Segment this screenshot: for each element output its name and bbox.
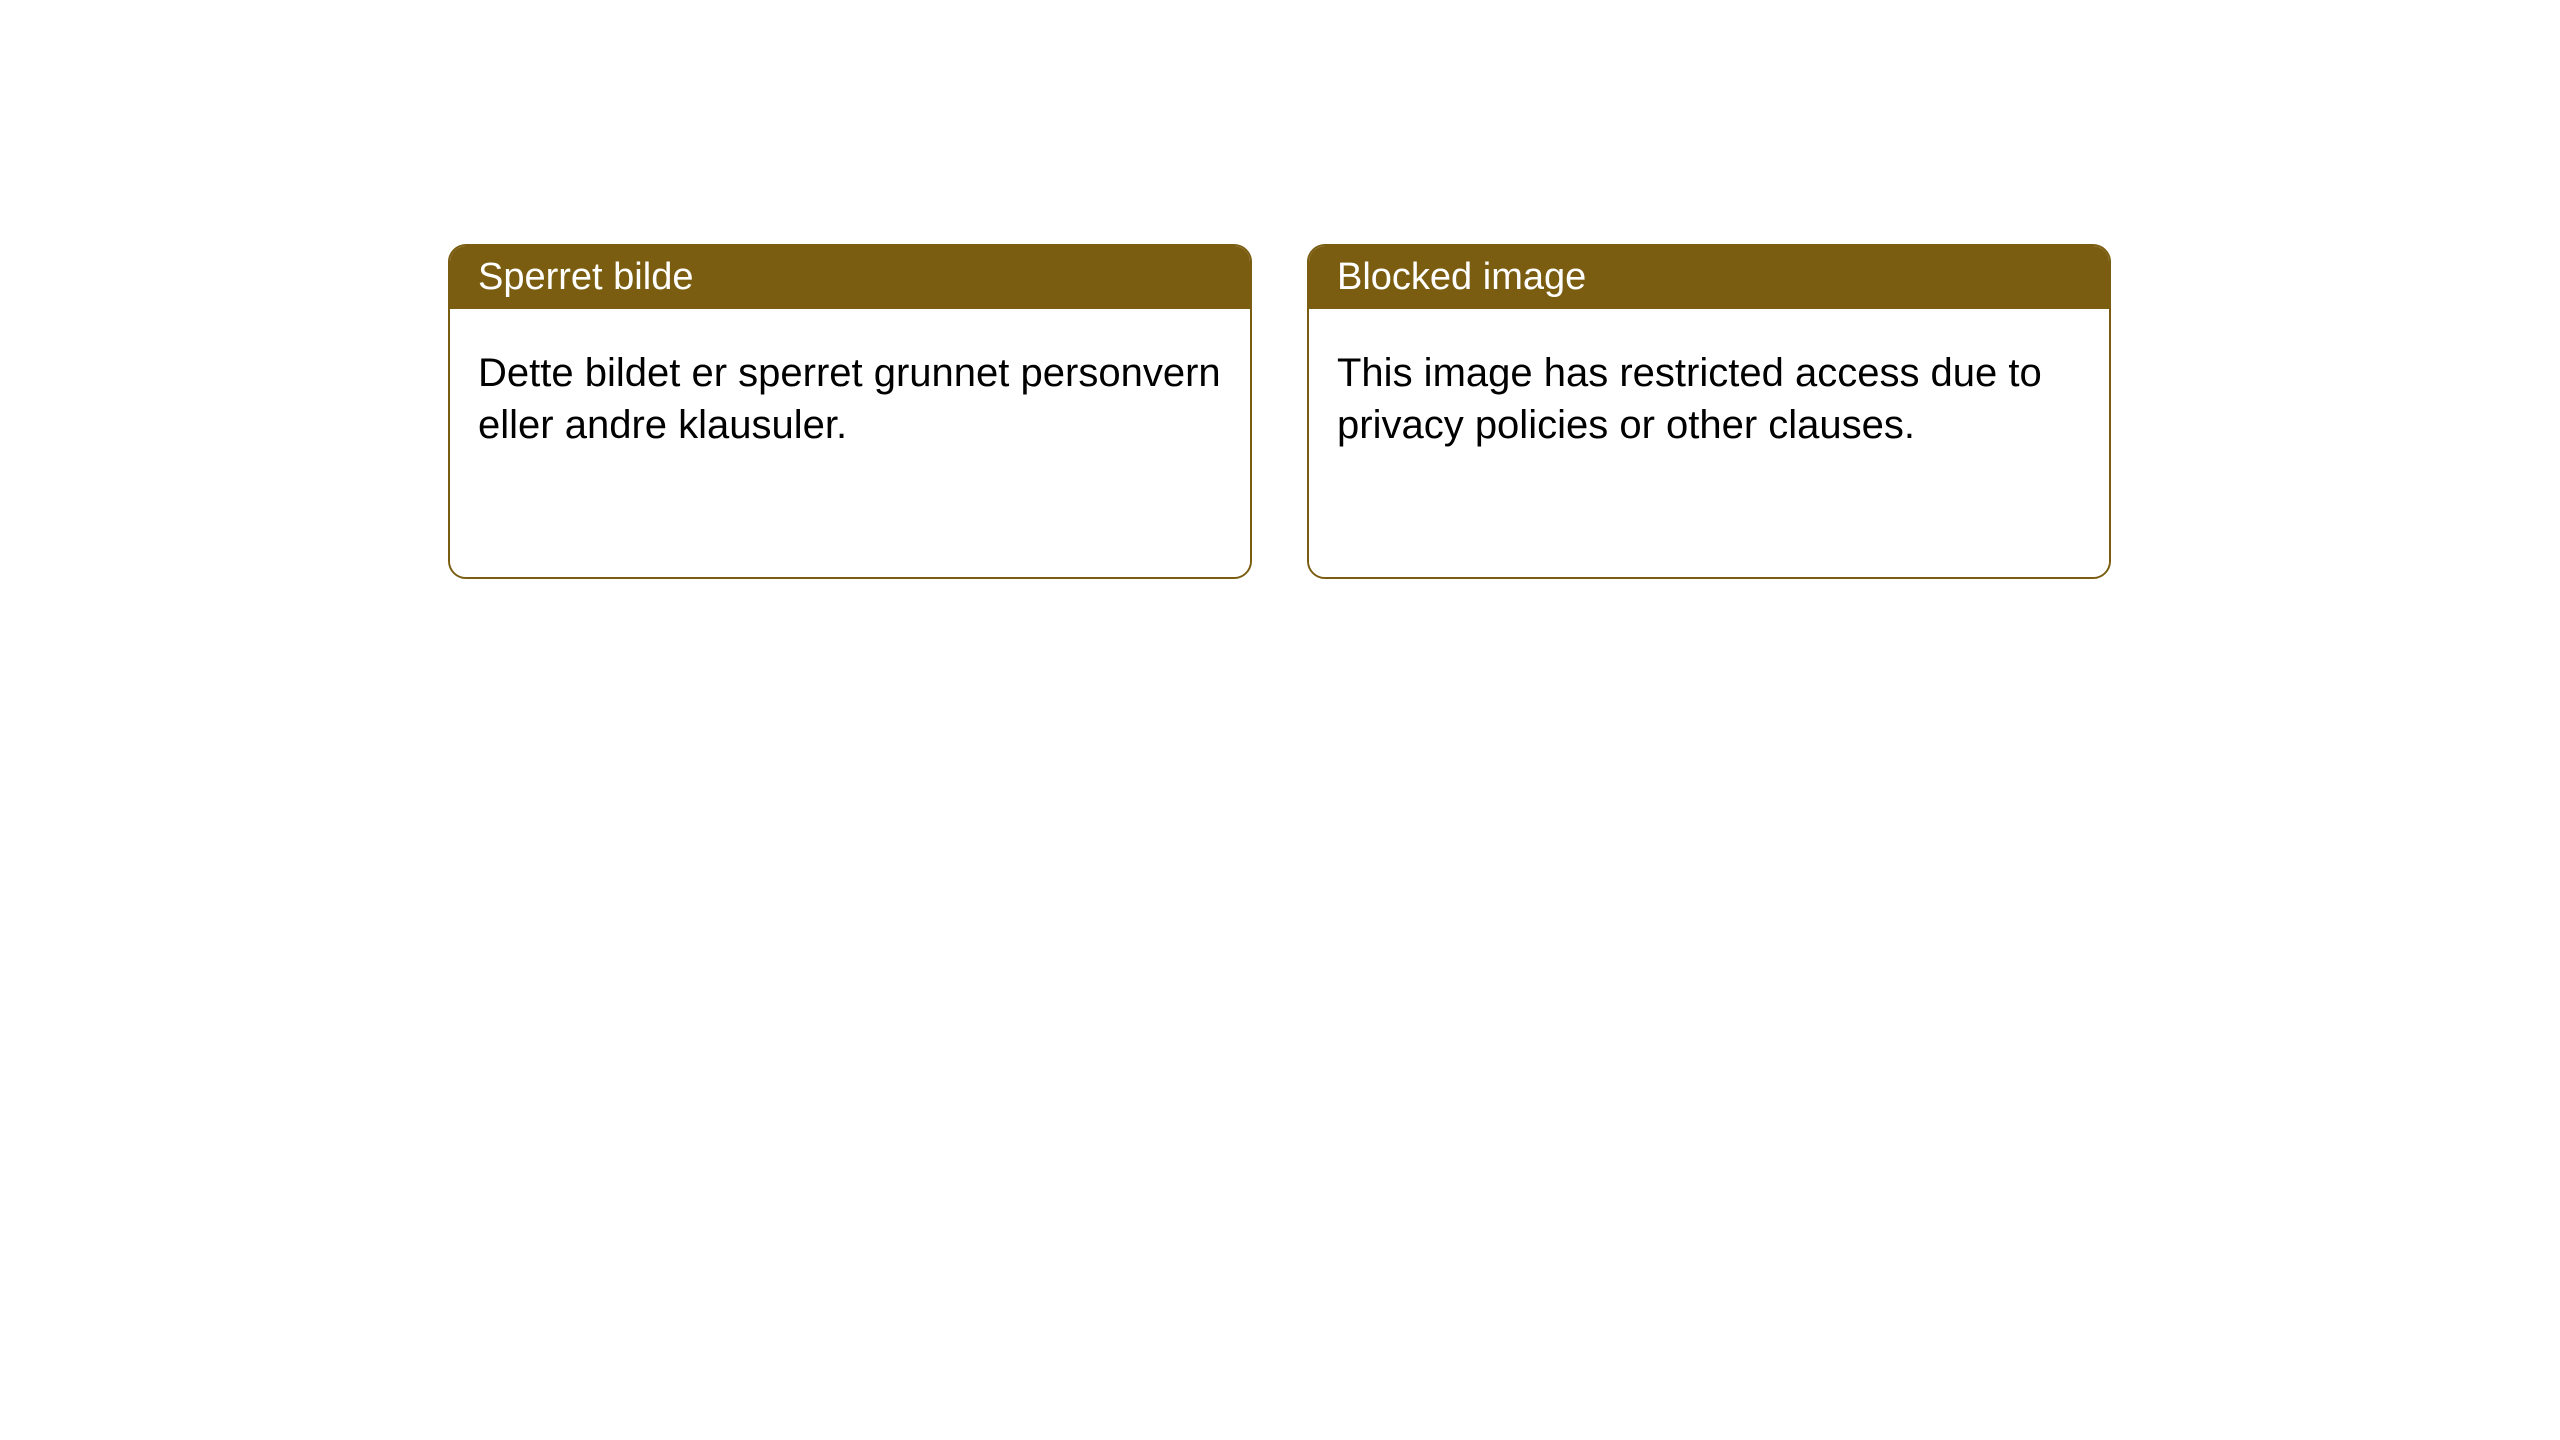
notice-card-norwegian: Sperret bilde Dette bildet er sperret gr…: [448, 244, 1252, 579]
notice-container: Sperret bilde Dette bildet er sperret gr…: [0, 0, 2560, 579]
notice-body: Dette bildet er sperret grunnet personve…: [450, 309, 1250, 577]
notice-body: This image has restricted access due to …: [1309, 309, 2109, 577]
notice-header: Blocked image: [1309, 246, 2109, 309]
notice-header: Sperret bilde: [450, 246, 1250, 309]
notice-card-english: Blocked image This image has restricted …: [1307, 244, 2111, 579]
